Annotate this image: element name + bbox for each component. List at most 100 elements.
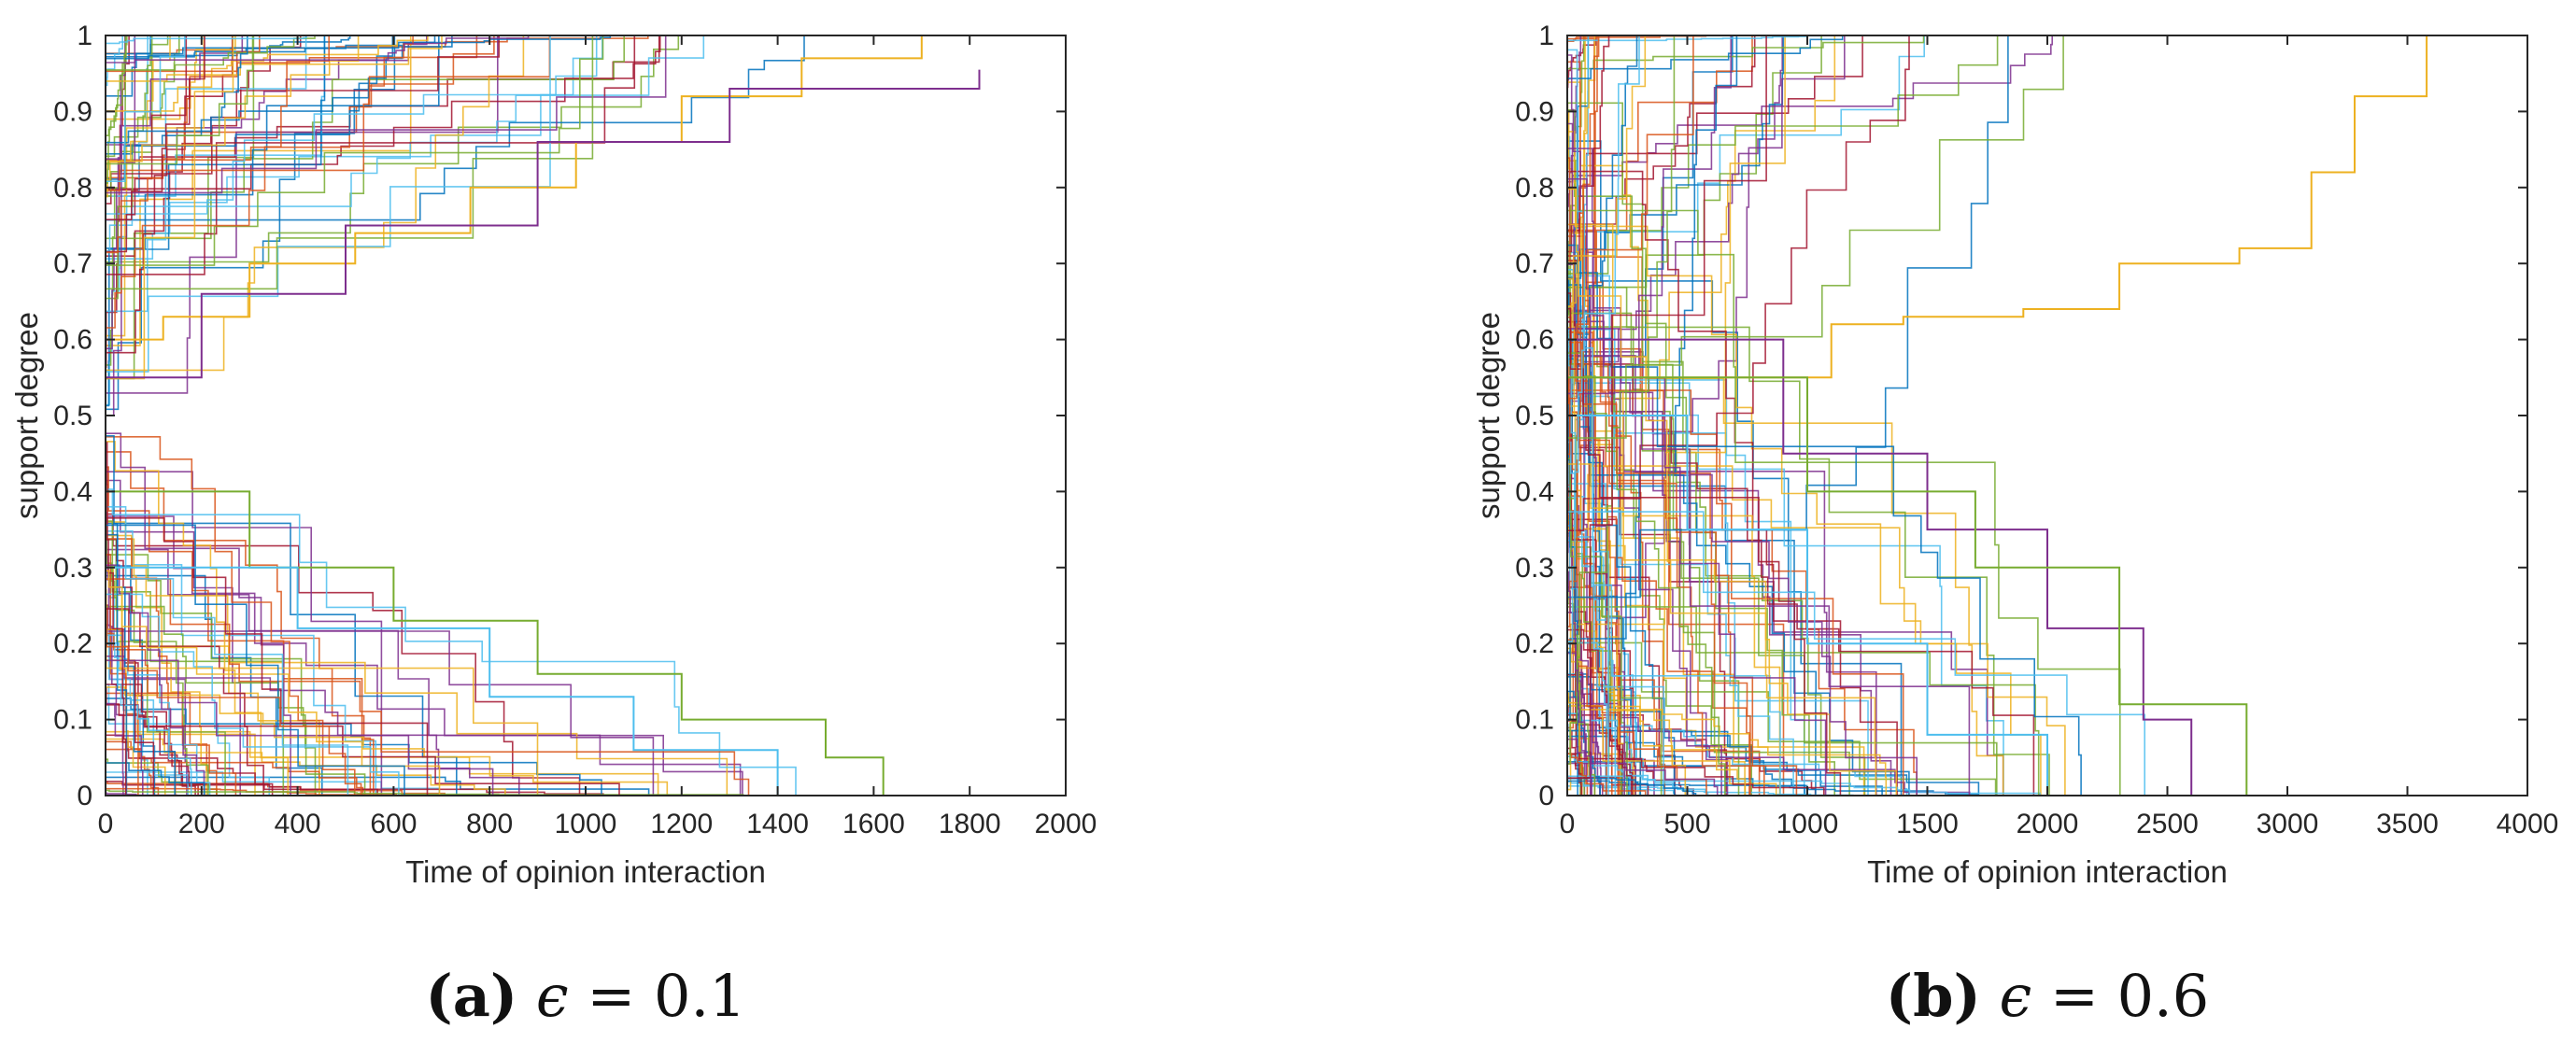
trajectory-line <box>106 35 456 346</box>
trajectory-line <box>1567 328 1935 796</box>
trajectory-line <box>1567 777 1710 796</box>
x-tick-label: 2000 <box>2017 809 2079 839</box>
trajectory-line <box>106 35 334 329</box>
series-line <box>1567 35 2428 379</box>
trajectory-line <box>106 608 156 796</box>
y-tick-label: 1 <box>1538 21 1554 51</box>
trajectory-line <box>1567 341 1792 796</box>
axis-ticks-b: 0 500 1000 1500 2000 2500 3000 3500 4000 0 0.1 0.2 0… <box>1515 21 2558 839</box>
y-tick-label: 0.4 <box>1515 476 1554 507</box>
x-axis-label-a: Time of opinion interaction <box>405 854 766 889</box>
y-tick-label: 0 <box>1538 781 1554 811</box>
trajectory-line <box>1567 358 1930 796</box>
trajectory-line <box>106 35 545 112</box>
trajectory-line <box>1567 403 1584 796</box>
trajectory-line <box>106 35 901 275</box>
trajectory-line <box>1567 209 2132 796</box>
trajectory-line <box>1567 511 2147 796</box>
x-tick-label: 600 <box>370 809 417 839</box>
trajectory-line <box>1567 307 1876 796</box>
series-lines-b <box>1567 35 2428 796</box>
trajectory-line <box>106 35 848 252</box>
axis-ticks-a: 0 200 400 600 800 1000 1200 1400 1600 1800 2000 0 0.… <box>53 21 1097 839</box>
y-tick-label: 0.2 <box>53 628 92 659</box>
y-axis-label-b: support degree <box>1471 312 1506 519</box>
trajectory-line <box>106 624 378 796</box>
trajectory-line <box>1567 458 1691 796</box>
trajectory-line <box>1567 35 1691 765</box>
trajectory-line <box>106 35 464 249</box>
trajectory-line <box>1567 177 1852 796</box>
series-lines-a <box>106 35 981 796</box>
trajectory-line <box>1567 532 1601 796</box>
chart-panel-b: 0 500 1000 1500 2000 2500 3000 3500 4000 0 0.1 0.2 0… <box>1471 21 2558 1030</box>
trajectory-line <box>1567 170 1899 796</box>
caption-b-symbol: ϵ <box>2000 962 2032 1030</box>
y-tick-label: 0.7 <box>53 248 92 279</box>
trajectory-line <box>1567 35 1911 531</box>
y-tick-label: 0.6 <box>53 325 92 356</box>
trajectory-line <box>1567 329 1873 796</box>
trajectory-line <box>106 35 381 45</box>
caption-a-symbol: ϵ <box>536 962 569 1030</box>
trajectory-line <box>1567 35 1775 779</box>
y-tick-label: 0.5 <box>1515 401 1554 431</box>
y-axis-label-a: support degree <box>9 312 44 519</box>
y-tick-label: 1 <box>77 21 92 51</box>
y-tick-label: 0.1 <box>53 705 92 736</box>
trajectory-line <box>1567 35 2080 439</box>
trajectory-line <box>1567 412 1878 796</box>
x-tick-label: 1000 <box>1776 809 1839 839</box>
x-tick-label: 400 <box>275 809 321 839</box>
trajectory-line <box>106 35 731 194</box>
x-tick-label: 1500 <box>1896 809 1959 839</box>
x-tick-label: 1400 <box>746 809 809 839</box>
x-axis-label-b: Time of opinion interaction <box>1867 854 2228 889</box>
x-tick-label: 4000 <box>2497 809 2559 839</box>
caption-a-letter: (a) <box>425 962 517 1030</box>
y-tick-label: 0.4 <box>53 476 92 507</box>
trajectory-line <box>106 593 486 796</box>
y-tick-label: 0.3 <box>53 553 92 584</box>
trajectory-line <box>1567 352 1728 796</box>
x-tick-label: 2500 <box>2136 809 2199 839</box>
trajectory-line <box>106 533 191 796</box>
trajectory-line <box>1567 389 1997 796</box>
trajectory-line <box>1567 277 1644 796</box>
x-tick-label: 3000 <box>2257 809 2319 839</box>
x-tick-label: 800 <box>466 809 513 839</box>
trajectory-line <box>1567 345 2042 796</box>
y-tick-label: 0.1 <box>1515 705 1554 736</box>
trajectory-line <box>106 35 606 290</box>
trajectory-line <box>1567 277 1747 796</box>
trajectory-line <box>106 554 419 796</box>
series-line <box>1567 376 2248 796</box>
trajectory-line <box>1567 35 1807 402</box>
trajectory-line <box>106 522 816 796</box>
x-tick-label: 1000 <box>555 809 617 839</box>
trajectory-line <box>106 35 483 155</box>
trajectory-line <box>1567 628 1637 796</box>
trajectory-line <box>106 632 191 796</box>
chart-panel-a: 0 200 400 600 800 1000 1200 1400 1600 1800 2000 0 0.… <box>9 21 1097 1030</box>
y-tick-label: 0.9 <box>53 96 92 127</box>
trajectory-line <box>106 432 336 796</box>
trajectory-line <box>106 35 127 366</box>
x-tick-label: 0 <box>98 809 114 839</box>
trajectory-line <box>106 702 148 796</box>
x-tick-label: 3500 <box>2376 809 2439 839</box>
caption-b-letter: (b) <box>1886 962 1981 1030</box>
trajectory-line <box>1567 738 1752 796</box>
trajectory-line <box>1567 244 2130 796</box>
trajectory-line <box>106 35 583 372</box>
caption-b-value: = 0.6 <box>2031 962 2209 1030</box>
trajectory-line <box>1567 463 1929 796</box>
y-tick-label: 0.7 <box>1515 248 1554 279</box>
caption-a-value: = 0.1 <box>569 962 746 1030</box>
series-line <box>1567 415 2048 796</box>
trajectory-line <box>1567 35 1615 261</box>
trajectory-line <box>1567 148 1753 796</box>
series-line <box>1567 338 2193 796</box>
trajectory-line <box>1567 692 1905 796</box>
